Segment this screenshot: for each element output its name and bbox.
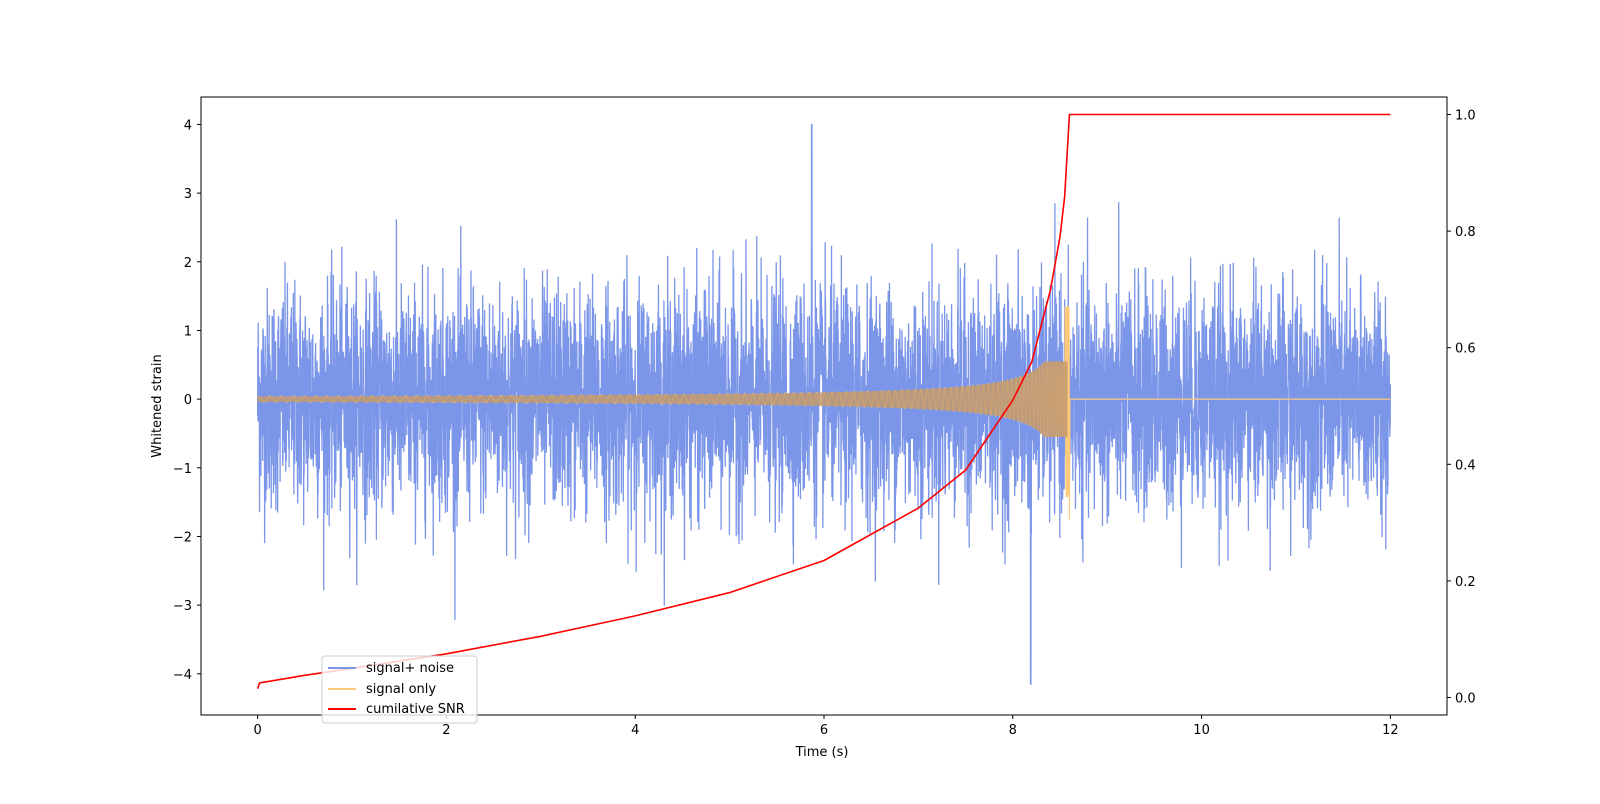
y-right-tick-label: 0.4 — [1455, 458, 1476, 473]
x-tick-label: 6 — [820, 723, 828, 738]
x-tick-label: 10 — [1193, 723, 1210, 738]
y-right-tick-label: 0.6 — [1455, 342, 1476, 357]
y-left-tick-label: −2 — [173, 530, 192, 545]
x-axis-ticks: 0 2 4 6 8 10 12 — [253, 715, 1399, 738]
x-axis-label: Time (s) — [795, 745, 849, 760]
noise-line — [256, 123, 1392, 685]
signal-envelope — [257, 361, 1068, 437]
legend: signal+ noise signal only cumilative SNR — [321, 655, 478, 724]
y-right-tick-label: 0.2 — [1455, 575, 1476, 590]
x-tick-label: 4 — [631, 723, 639, 738]
y-left-axis-ticks: 4 3 2 1 0 −1 −2 −3 −4 — [173, 118, 201, 683]
y-right-tick-label: 0.8 — [1455, 225, 1476, 240]
x-tick-label: 12 — [1382, 723, 1399, 738]
legend-label-noise: signal+ noise — [366, 661, 454, 676]
y-right-tick-label: 0.0 — [1455, 692, 1476, 707]
y-left-tick-label: 2 — [184, 256, 192, 271]
legend-label-snr: cumilative SNR — [366, 702, 465, 717]
y-left-tick-label: 1 — [184, 324, 192, 339]
y-right-tick-label: 1.0 — [1455, 108, 1476, 123]
signal-merger-peak — [1067, 306, 1071, 520]
noise-series-layer — [256, 123, 1392, 685]
y-left-tick-label: −3 — [173, 599, 192, 614]
legend-label-signal: signal only — [366, 682, 436, 697]
y-left-tick-label: 0 — [184, 393, 192, 408]
x-tick-label: 8 — [1009, 723, 1017, 738]
y-right-axis-ticks: 1.0 0.8 0.6 0.4 0.2 0.0 — [1447, 108, 1476, 707]
signal-series-layer — [257, 306, 1391, 520]
x-tick-label: 0 — [253, 723, 261, 738]
y-left-tick-label: 4 — [184, 118, 192, 133]
x-tick-label: 2 — [442, 723, 450, 738]
legend-box — [321, 655, 478, 724]
y-left-tick-label: −1 — [173, 462, 192, 477]
y-left-tick-label: 3 — [184, 187, 192, 202]
y-axis-label: Whitened strain — [150, 354, 165, 457]
y-left-tick-label: −4 — [173, 668, 192, 683]
